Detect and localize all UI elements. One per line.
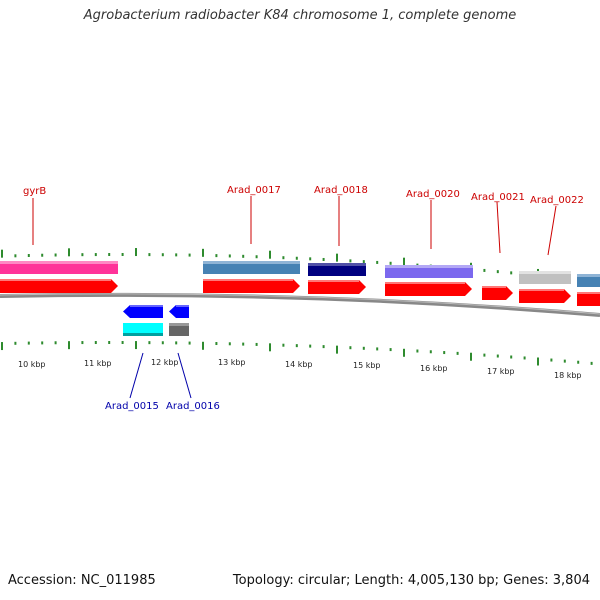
scale-label: 14 kbp	[285, 360, 313, 369]
Arad_0022-feature[interactable]	[519, 271, 571, 284]
gene-label-Arad_0017[interactable]: Arad_0017	[227, 185, 281, 196]
genome-summary-text: Topology: circular; Length: 4,005,130 bp…	[232, 573, 590, 588]
gyrB-feature[interactable]	[0, 261, 118, 274]
forward-cds-arrows	[0, 279, 600, 306]
scale-label: 10 kbp	[18, 360, 46, 369]
Arad_0016-feature[interactable]	[169, 323, 189, 336]
unlabeled-cds-arrow[interactable]	[577, 292, 600, 306]
forward-feature-bars	[0, 261, 600, 287]
backbone-arc	[0, 292, 600, 317]
gene-label-Arad_0020[interactable]: Arad_0020	[406, 189, 460, 200]
Arad_0017-cds-arrow[interactable]	[203, 279, 300, 293]
Arad_0017-feature[interactable]	[203, 261, 300, 274]
scale-label: 17 kbp	[487, 367, 515, 376]
scale-label: 13 kbp	[218, 358, 246, 367]
Arad_0021-cds-arrow[interactable]	[482, 286, 513, 300]
gene-label-gyrB[interactable]: gyrB	[23, 186, 46, 197]
scale-labels: 10 kbp 11 kbp 12 kbp 13 kbp 14 kbp 15 kb…	[18, 358, 582, 380]
Arad_0020-feature[interactable]	[385, 265, 473, 278]
scale-label: 15 kbp	[353, 361, 381, 370]
scale-label: 11 kbp	[84, 359, 112, 368]
Arad_0015-cds-arrow[interactable]	[123, 305, 163, 318]
gene-label-Arad_0022[interactable]: Arad_0022	[530, 195, 584, 206]
Arad_0016-cds-arrow[interactable]	[169, 305, 189, 318]
gene-label-Arad_0015[interactable]: Arad_0015	[105, 401, 159, 412]
tick-marks	[1, 248, 593, 366]
label-leader-lines	[32, 196, 557, 399]
map-title: Agrobacterium radiobacter K84 chromosome…	[83, 8, 517, 23]
Arad_0018-feature[interactable]	[308, 263, 366, 276]
gyrB-cds-arrow[interactable]	[0, 279, 118, 293]
Arad_0020-cds-arrow[interactable]	[385, 282, 472, 296]
reverse-cds-arrows	[123, 305, 189, 318]
Arad_0022-cds-arrow[interactable]	[519, 289, 571, 303]
gene-label-Arad_0018[interactable]: Arad_0018	[314, 185, 368, 196]
unlabeled-feature[interactable]	[577, 274, 600, 287]
gene-label-Arad_0021[interactable]: Arad_0021	[471, 192, 525, 203]
reverse-gene-labels: Arad_0015 Arad_0016	[105, 401, 220, 412]
Arad_0018-cds-arrow[interactable]	[308, 280, 366, 294]
scale-label: 16 kbp	[420, 364, 448, 373]
scale-label: 12 kbp	[151, 358, 179, 367]
forward-gene-labels: gyrB Arad_0017 Arad_0018 Arad_0020 Arad_…	[23, 185, 584, 206]
accession-text: Accession: NC_011985	[8, 573, 156, 588]
gene-label-Arad_0016[interactable]: Arad_0016	[166, 401, 220, 412]
reverse-feature-bars	[123, 323, 189, 336]
Arad_0015-feature[interactable]	[123, 323, 163, 336]
scale-label: 18 kbp	[554, 371, 582, 380]
